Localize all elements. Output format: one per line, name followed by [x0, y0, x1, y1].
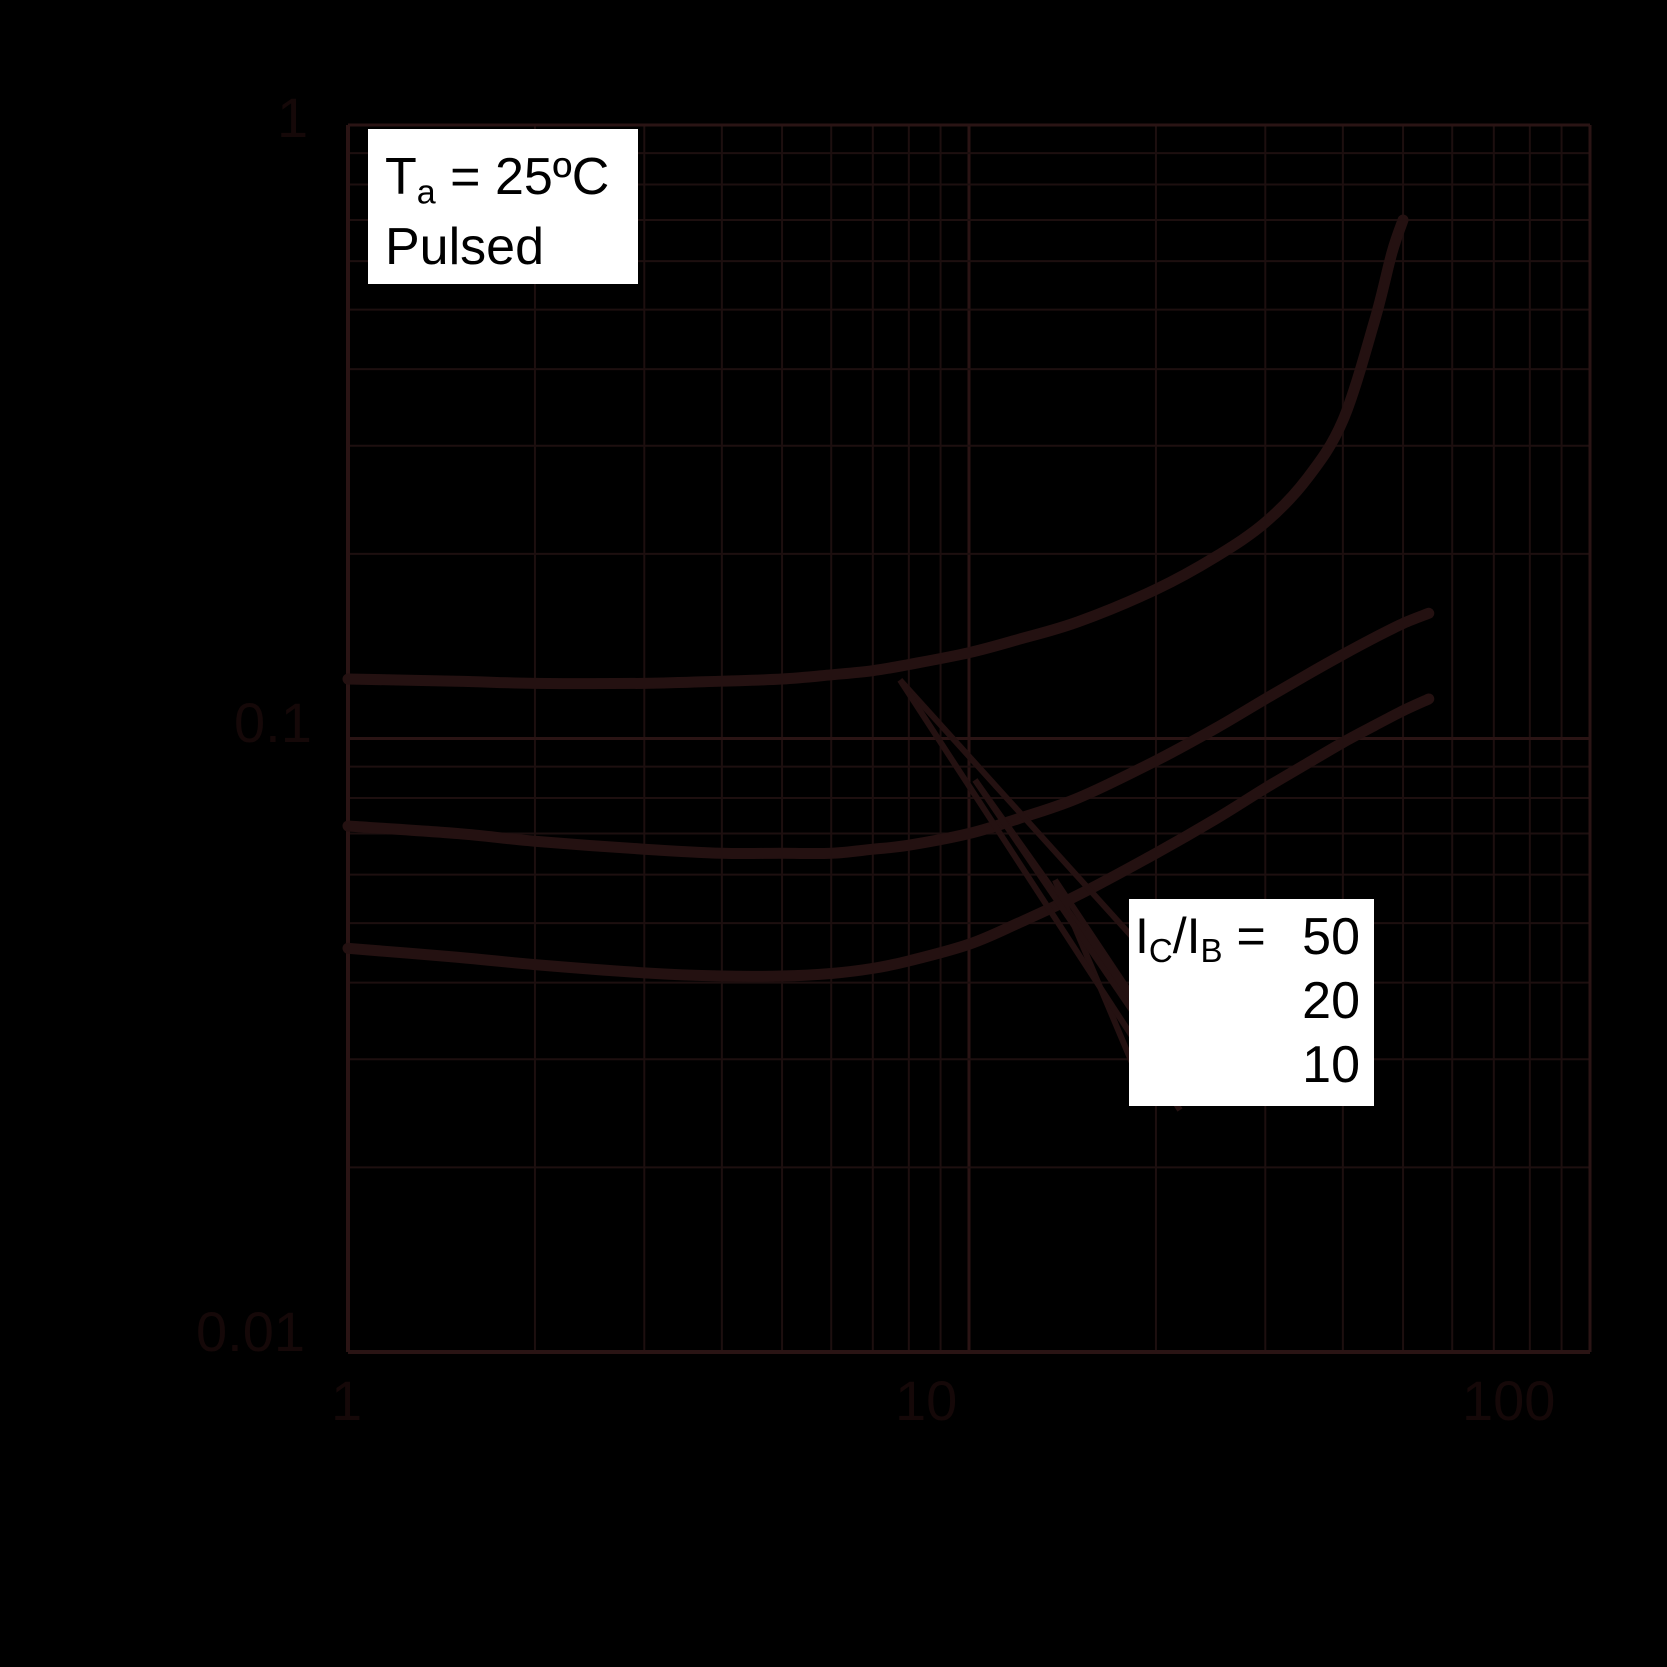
legend-box: IC/IB = 50 20 10: [1129, 899, 1374, 1106]
axis-frame: [346, 123, 1592, 1354]
x-tick-label-1: 1: [331, 1369, 363, 1432]
conditions-line-temperature: Ta = 25ºC: [385, 151, 609, 210]
legend-value-50: 50: [1302, 908, 1360, 966]
ta-symbol: T: [385, 148, 417, 206]
data-curves: [342, 214, 1435, 982]
legend-title: IC/IB =: [1135, 911, 1266, 967]
ib-subscript: B: [1200, 932, 1223, 970]
conditions-line-pulsed: Pulsed: [385, 218, 544, 276]
ta-subscript: a: [416, 173, 436, 212]
curve-10: [342, 693, 1435, 982]
curve-50: [342, 214, 1409, 690]
legend-value-20: 20: [1302, 972, 1360, 1030]
x-tick-label-100: 100: [1462, 1369, 1556, 1432]
grid-minor-lines: [346, 125, 1590, 1354]
curve-20: [342, 607, 1435, 860]
x-tick-label-10: 10: [895, 1369, 958, 1432]
ta-value: = 25ºC: [435, 148, 610, 206]
ic-subscript: C: [1148, 932, 1173, 970]
ic-symbol: I: [1135, 908, 1149, 964]
y-tick-label-0.1: 0.1: [234, 691, 312, 754]
conditions-annotation-box: Ta = 25ºC Pulsed: [368, 129, 638, 284]
y-tick-label-1: 1: [277, 86, 309, 149]
legend-value-10: 10: [1302, 1036, 1360, 1094]
legend-equals: =: [1222, 908, 1266, 964]
ib-symbol: /I: [1172, 908, 1201, 964]
y-tick-label-0.01: 0.01: [196, 1300, 305, 1363]
